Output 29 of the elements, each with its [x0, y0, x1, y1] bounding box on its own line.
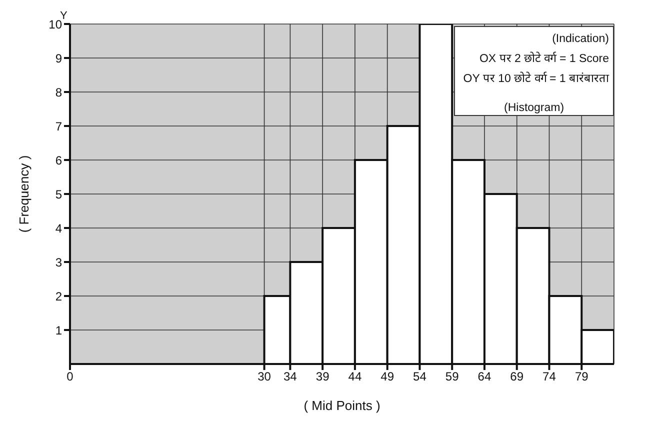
x-tick-label: 69 — [510, 370, 524, 384]
x-tick-label: 79 — [574, 370, 589, 384]
y-axis-title: ( Frequency ) — [16, 155, 32, 233]
x-tick-label: 0 — [66, 370, 74, 384]
x-tick-label: 59 — [445, 370, 460, 384]
y-tick-label: 8 — [55, 85, 62, 100]
y-tick-label: 1 — [55, 323, 62, 338]
y-tick-label: 5 — [55, 187, 62, 202]
y-tick-label: 7 — [55, 119, 62, 134]
x-tick-label: 49 — [380, 370, 394, 384]
y-tick-label: 2 — [55, 289, 62, 304]
text: Y — [60, 10, 68, 22]
x-tick-label: 34 — [284, 370, 298, 384]
annotation: OY पर 10 छोटे वर्ग = 1 बारंबारता — [462, 70, 609, 85]
x-tick-label: 44 — [348, 370, 362, 384]
y-tick-label: 9 — [55, 51, 62, 66]
x-tick-label: 74 — [542, 370, 556, 384]
y-tick-label: 3 — [55, 255, 62, 270]
annotation: OX पर 2 छोटे वर्ग = 1 Score — [478, 50, 609, 65]
y-tick-label: 6 — [55, 153, 62, 168]
x-tick-label: 64 — [478, 370, 492, 384]
x-axis-title: ( Mid Points ) — [304, 398, 380, 413]
annotation: (Indication) — [551, 33, 609, 45]
y-tick-label: 10 — [48, 17, 62, 32]
x-tick-label: 54 — [413, 370, 427, 384]
y-tick-label: 4 — [55, 221, 62, 236]
x-tick-label: 30 — [258, 370, 272, 384]
annotation: (Histogram) — [503, 102, 566, 114]
x-tick-label: 39 — [316, 370, 330, 384]
